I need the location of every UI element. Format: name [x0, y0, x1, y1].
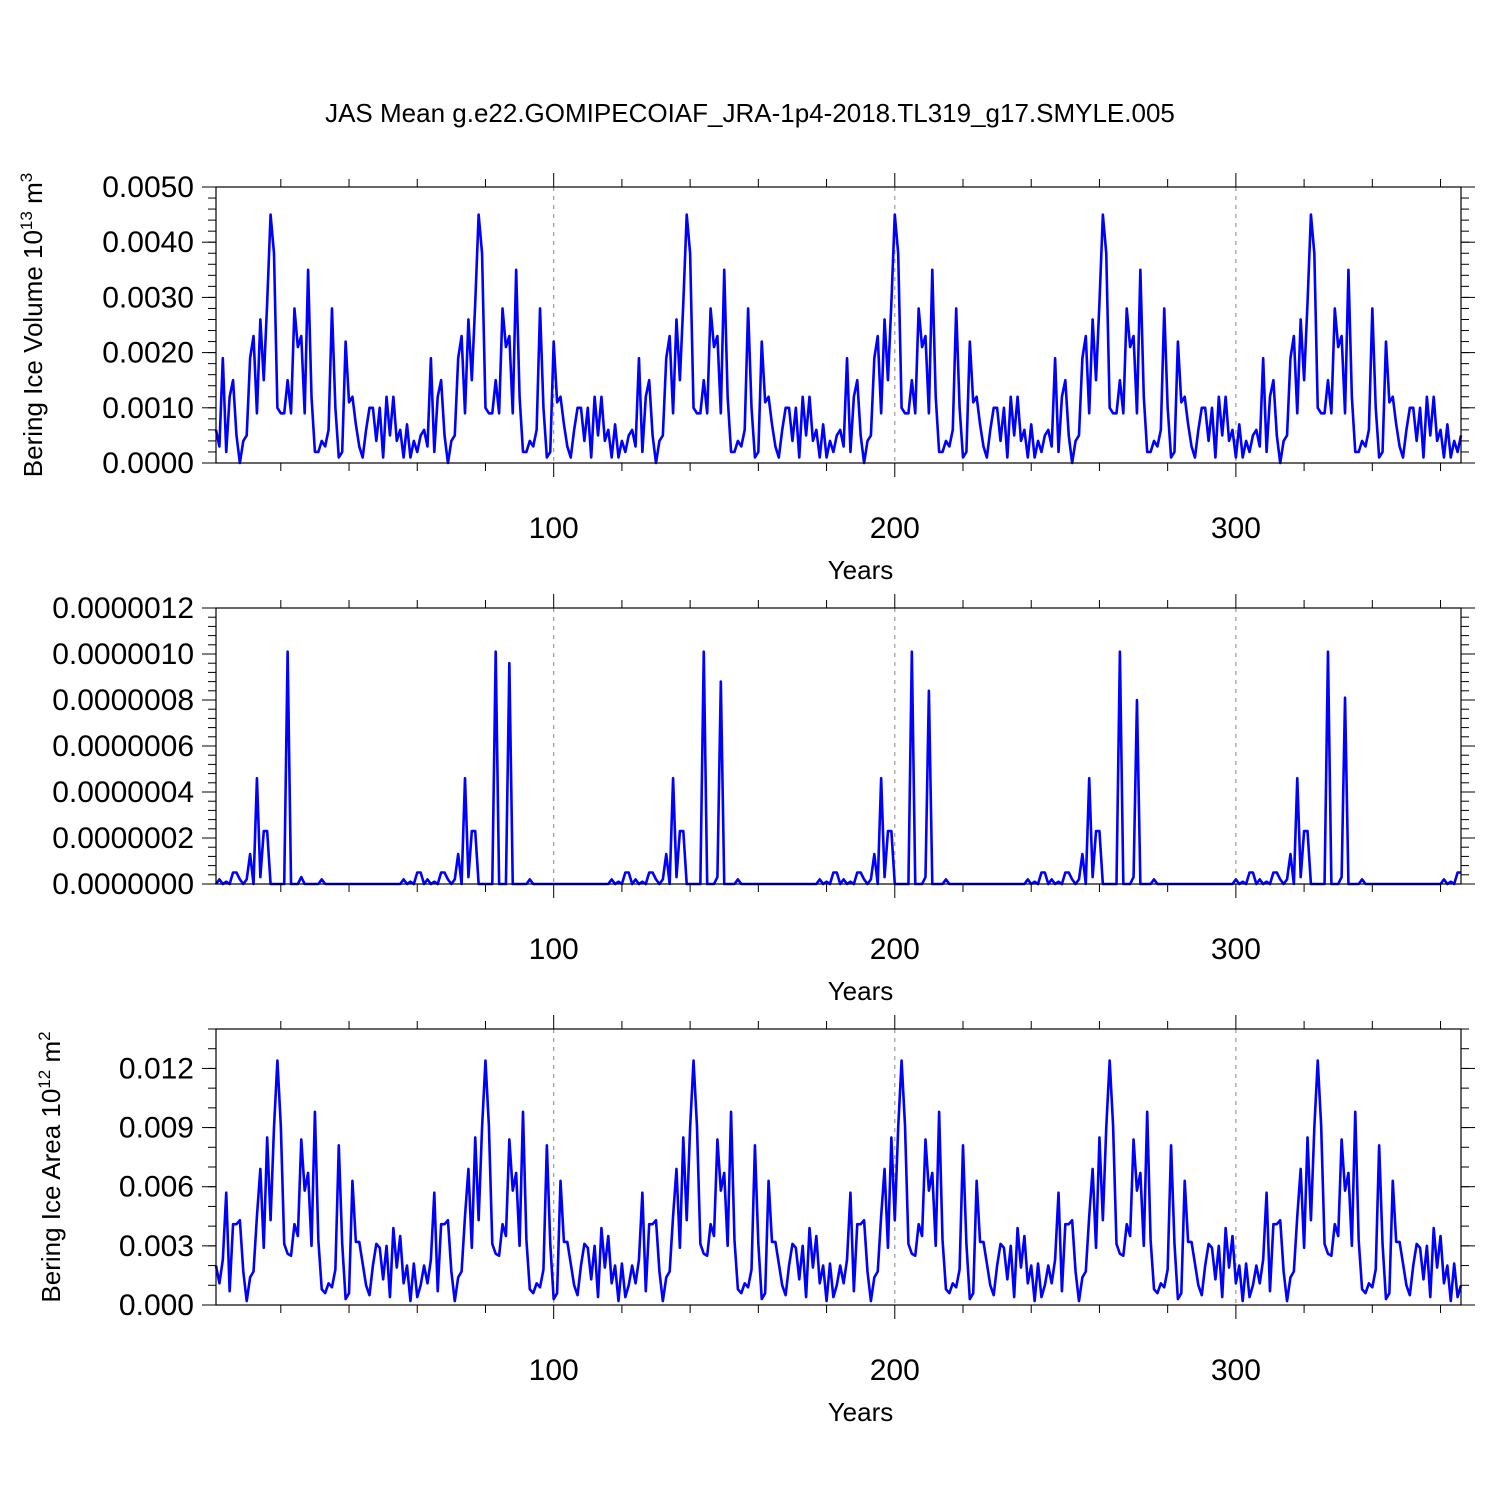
y-axis-label: Bering Ice Volume 1013 m3 — [17, 173, 48, 477]
x-tick-label: 200 — [870, 1354, 920, 1387]
plot-frame — [215, 186, 1462, 464]
x-tick-label: 100 — [529, 933, 579, 966]
y-tick-label: 0.006 — [119, 1171, 194, 1204]
y-tick-label: 0.0040 — [102, 226, 194, 259]
x-axis-label: Years — [828, 1397, 894, 1427]
x-tick-label: 300 — [1211, 512, 1261, 545]
y-tick-label: 0.0050 — [102, 171, 194, 204]
x-axis-label: Years — [828, 976, 894, 1006]
panel-ice-area: 100 200 300 0.000 0.003 0.006 0.009 0.012 Years B… — [35, 1015, 1475, 1427]
y-tick-label: 0.0000006 — [52, 730, 194, 763]
y-tick-label: 0.0000010 — [52, 638, 194, 671]
figure-title: JAS Mean g.e22.GOMIPECOIAF_JRA-1p4-2018.… — [325, 98, 1175, 128]
x-tick-label: 100 — [529, 512, 579, 545]
x-tick-label: 100 — [529, 1354, 579, 1387]
y-tick-label: 0.012 — [119, 1052, 194, 1085]
plot-frame — [215, 607, 1462, 885]
panel-middle-series: 100 200 300 0.0000000 0.0000002 0.0000004 0.00… — [52, 592, 1475, 1006]
series-line — [214, 650, 1461, 886]
y-tick-label: 0.0000002 — [52, 822, 194, 855]
y-tick-label: 0.0010 — [102, 392, 194, 425]
x-tick-label: 300 — [1211, 933, 1261, 966]
x-tick-label: 200 — [870, 512, 920, 545]
y-tick-label: 0.0000004 — [52, 776, 194, 809]
y-tick-label: 0.0000000 — [52, 868, 194, 901]
y-tick-label: 0.009 — [119, 1112, 194, 1145]
y-tick-label: 0.0000008 — [52, 684, 194, 717]
y-tick-label: 0.0030 — [102, 281, 194, 314]
x-axis-label: Years — [828, 555, 894, 585]
y-tick-label: 0.0020 — [102, 337, 194, 370]
series-line — [214, 1059, 1463, 1303]
y-tick-label: 0.0000 — [102, 447, 194, 480]
y-tick-label: 0.003 — [119, 1230, 194, 1263]
y-tick-label: 0.000 — [119, 1289, 194, 1322]
y-tick-label: 0.0000012 — [52, 592, 194, 625]
x-tick-label: 200 — [870, 933, 920, 966]
series-line — [214, 213, 1463, 465]
y-axis-label: Bering Ice Area 1012 m2 — [35, 1031, 66, 1302]
panel-ice-volume: 100 200 300 0.0000 0.0010 0.0020 0.0030 0.0040 0… — [17, 171, 1475, 585]
x-tick-label: 300 — [1211, 1354, 1261, 1387]
